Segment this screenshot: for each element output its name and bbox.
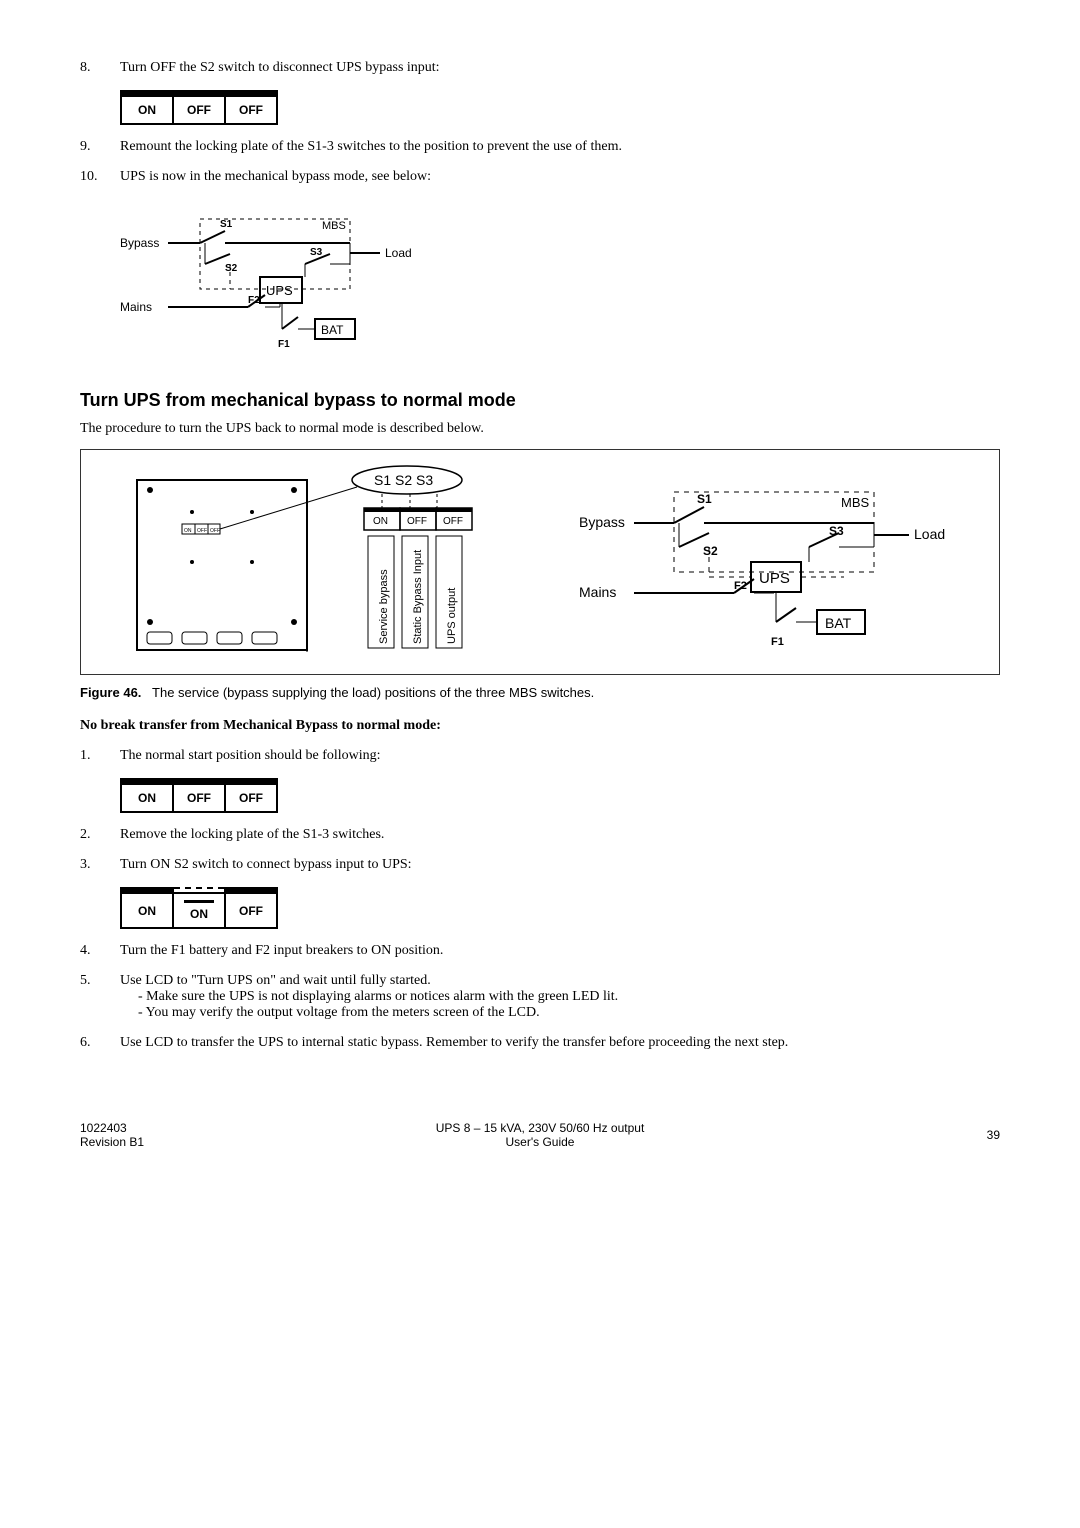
switch-cell: OFF	[443, 516, 463, 527]
label-mbs: MBS	[841, 495, 870, 510]
step-4: 4. Turn the F1 battery and F2 input brea…	[80, 943, 1000, 959]
figure-label: Figure 46.	[80, 685, 141, 700]
label-bypass: Bypass	[120, 236, 159, 250]
list-item-8: 8. Turn OFF the S2 switch to disconnect …	[80, 60, 1000, 76]
footer-title: UPS 8 – 15 kVA, 230V 50/60 Hz output	[280, 1121, 800, 1135]
label-s-header: S1 S2 S3	[374, 472, 433, 488]
switch-table-3: ON ON OFF	[120, 887, 278, 929]
list-num: 1.	[80, 748, 120, 764]
footer-page: 39	[800, 1128, 1000, 1142]
footer-subtitle: User's Guide	[280, 1135, 800, 1149]
list-num: 2.	[80, 827, 120, 843]
section-heading: Turn UPS from mechanical bypass to norma…	[80, 390, 1000, 411]
step-6: 6. Use LCD to transfer the UPS to intern…	[80, 1035, 1000, 1051]
switch-cell: ON	[173, 893, 225, 928]
label-s1: S1	[220, 219, 233, 230]
label-ups: UPS	[759, 570, 790, 587]
footer-rev: Revision B1	[80, 1135, 280, 1149]
switch-cell: OFF	[225, 96, 277, 124]
list-item-10: 10. UPS is now in the mechanical bypass …	[80, 169, 1000, 185]
figure-caption: Figure 46. The service (bypass supplying…	[80, 685, 1000, 700]
section-paragraph: The procedure to turn the UPS back to no…	[80, 421, 1000, 437]
label-mains: Mains	[579, 584, 616, 600]
switch-cell: OFF	[225, 893, 277, 928]
label-mbs: MBS	[322, 220, 346, 232]
switch-cell: OFF	[173, 784, 225, 812]
label-bat: BAT	[825, 615, 852, 631]
footer-doc: 1022403	[80, 1121, 280, 1135]
svg-text:OFF: OFF	[197, 528, 207, 534]
switch-cell: ON	[121, 784, 173, 812]
list-text: Turn ON S2 switch to connect bypass inpu…	[120, 857, 1000, 873]
bold-subheading: No break transfer from Mechanical Bypass…	[80, 718, 1000, 734]
list-subtext: - You may verify the output voltage from…	[138, 1005, 1000, 1021]
switch-cell: ON	[373, 516, 388, 527]
label-ups-output: UPS output	[446, 588, 458, 644]
label-f1: F1	[771, 636, 784, 648]
list-text: The normal start position should be foll…	[120, 748, 1000, 764]
list-num: 4.	[80, 943, 120, 959]
label-s1: S1	[697, 492, 712, 506]
label-s3: S3	[829, 524, 844, 538]
label-s2: S2	[703, 544, 718, 558]
switch-cell: OFF	[407, 516, 427, 527]
label-bat: BAT	[321, 323, 344, 337]
page-footer: 1022403 Revision B1 UPS 8 – 15 kVA, 230V…	[80, 1121, 1000, 1149]
switch-table-2: ON OFF OFF	[120, 778, 278, 813]
switch-cell: OFF	[173, 96, 225, 124]
list-num: 8.	[80, 60, 120, 76]
list-text: Use LCD to transfer the UPS to internal …	[120, 1035, 1000, 1051]
step-1: 1. The normal start position should be f…	[80, 748, 1000, 764]
label-s3: S3	[310, 247, 323, 258]
label-f1: F1	[278, 339, 290, 350]
figure-46-diagram: ONOFFOFF S1 S2 S3 ON OFF OFF	[80, 449, 1000, 675]
list-text: Remount the locking plate of the S1-3 sw…	[120, 139, 1000, 155]
label-s2: S2	[225, 263, 238, 274]
list-text: Turn OFF the S2 switch to disconnect UPS…	[120, 60, 1000, 76]
list-num: 6.	[80, 1035, 120, 1051]
list-text: Use LCD to "Turn UPS on" and wait until …	[120, 973, 1000, 1021]
list-subtext: - Make sure the UPS is not displaying al…	[138, 989, 1000, 1005]
list-num: 9.	[80, 139, 120, 155]
label-bypass: Bypass	[579, 514, 625, 530]
list-num: 10.	[80, 169, 120, 185]
step-3: 3. Turn ON S2 switch to connect bypass i…	[80, 857, 1000, 873]
list-item-9: 9. Remount the locking plate of the S1-3…	[80, 139, 1000, 155]
switch-table-1: ON OFF OFF	[120, 90, 278, 125]
label-load: Load	[914, 526, 945, 542]
list-num: 3.	[80, 857, 120, 873]
label-f2: F2	[248, 295, 260, 306]
label-ups: UPS	[266, 283, 293, 298]
list-text: UPS is now in the mechanical bypass mode…	[120, 169, 1000, 185]
list-num: 5.	[80, 973, 120, 1021]
label-mains: Mains	[120, 300, 152, 314]
switch-cell: OFF	[225, 784, 277, 812]
list-text: Turn the F1 battery and F2 input breaker…	[120, 943, 1000, 959]
bypass-diagram-small: Bypass Mains MBS S1 S2 S3 Load UPS F2	[120, 199, 1000, 364]
label-service-bypass: Service bypass	[378, 569, 390, 644]
switch-cell: ON	[121, 893, 173, 928]
svg-text:ON: ON	[184, 528, 192, 534]
label-load: Load	[385, 246, 412, 260]
list-text: Remove the locking plate of the S1-3 swi…	[120, 827, 1000, 843]
step-5: 5. Use LCD to "Turn UPS on" and wait unt…	[80, 973, 1000, 1021]
figure-text: The service (bypass supplying the load) …	[152, 685, 594, 700]
step-2: 2. Remove the locking plate of the S1-3 …	[80, 827, 1000, 843]
label-static-bypass: Static Bypass Input	[412, 550, 424, 644]
label-f2: F2	[734, 580, 747, 592]
switch-cell: ON	[121, 96, 173, 124]
svg-text:OFF: OFF	[210, 528, 220, 534]
